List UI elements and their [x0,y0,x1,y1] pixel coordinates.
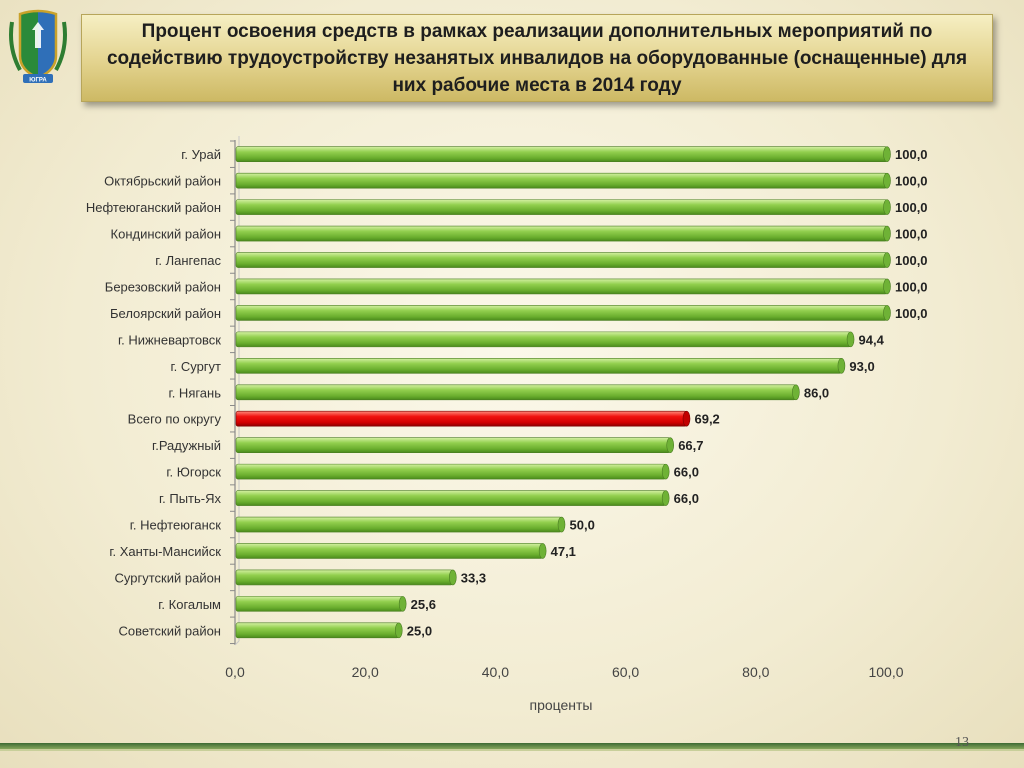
category-label: г. Нефтеюганск [130,518,222,533]
bar-end-cap [883,252,891,268]
category-label: Кондинский район [111,227,221,242]
category-label: г. Сургут [170,359,221,374]
bar-end-cap [661,490,670,506]
value-label: 50,0 [570,518,595,533]
bar [235,516,562,533]
bar [235,543,543,559]
value-label: 100,0 [895,253,928,268]
value-label: 86,0 [804,385,829,400]
bar-end-cap [538,543,547,559]
footer-band-line [0,749,1024,751]
bar-end-cap [792,384,800,401]
value-label: 100,0 [895,200,928,215]
bar-end-cap [846,331,855,348]
value-label: 69,2 [694,412,719,427]
bar-end-cap [661,463,670,480]
value-label: 47,1 [551,544,576,559]
bar-end-cap [448,569,457,586]
x-tick-label: 100,0 [868,664,903,680]
page-number: 13 [955,735,969,750]
category-label: Сургутский район [115,570,221,585]
bar [235,199,888,215]
x-axis-title: проценты [529,697,592,713]
value-label: 93,0 [849,359,874,374]
value-label: 100,0 [895,174,928,189]
bar-end-cap [682,410,691,427]
bar [235,569,454,586]
category-label: Белоярский район [110,306,221,321]
bar [235,596,403,612]
category-label: г.Радужный [152,438,221,453]
bar [235,463,666,480]
bar-end-cap [883,305,891,321]
category-label: Октябрьский район [104,174,221,189]
bar-end-cap [883,146,891,163]
category-label: Березовский район [105,279,221,294]
category-label: г. Когалым [158,597,221,612]
bar [235,358,842,374]
bar-chart: 0,0 20,0 40,0 60,0 80,0 100,0 г. Урай 100,0 Окт… [86,136,928,713]
category-label: г. Югорск [166,465,221,480]
category-label: г. Пыть-Ях [159,491,222,506]
x-tick-label: 0,0 [225,664,245,680]
value-label: 94,4 [859,332,885,347]
x-tick-label: 40,0 [482,664,509,680]
value-label: 25,0 [407,623,432,638]
category-label: г. Нягань [169,385,222,400]
x-tick-label: 20,0 [352,664,379,680]
emblem-ribbon-text: ЮГРА [29,78,47,84]
category-label: г. Урай [181,147,221,162]
value-label: 100,0 [895,227,928,242]
bar-highlight [235,410,687,427]
bar-end-cap [394,622,403,639]
value-label: 100,0 [895,147,928,162]
value-label: 33,3 [461,570,486,585]
bar [235,225,888,242]
slide-title-banner: Процент освоения средств в рамках реализ… [81,14,993,102]
bar-end-cap [883,278,891,295]
bar [235,331,851,348]
bar [235,172,888,189]
coat-of-arms-emblem: ЮГРА [9,9,67,84]
bar-end-cap [398,596,407,612]
bar-end-cap [883,199,891,215]
category-label: Советский район [119,623,221,638]
axis-corner-line [234,640,240,646]
value-label: 100,0 [895,279,928,294]
bar [235,278,888,295]
bar-end-cap [557,516,566,533]
category-label: Всего по округу [128,412,222,427]
bar [235,384,797,401]
bar [235,252,888,268]
bar [235,490,666,506]
slide-title: Процент освоения средств в рамках реализ… [106,20,968,96]
footer-band [0,743,1024,749]
bar [235,305,888,321]
category-label: г. Ханты-Мансийск [109,544,221,559]
bar-end-cap [883,172,891,189]
value-label: 66,7 [678,438,703,453]
value-label: 66,0 [674,491,699,506]
bar-end-cap [883,225,891,242]
category-label: Нефтеюганский район [86,200,221,215]
x-tick-label: 80,0 [742,664,769,680]
category-label: г. Лангепас [155,253,221,268]
value-label: 66,0 [674,465,699,480]
bar-end-cap [666,437,675,453]
category-label: г. Нижневартовск [118,332,221,347]
value-label: 25,6 [411,597,436,612]
x-tick-label: 60,0 [612,664,639,680]
bar [235,622,400,639]
value-label: 100,0 [895,306,928,321]
bar [235,437,671,453]
bar [235,146,888,163]
bar-end-cap [837,358,846,374]
